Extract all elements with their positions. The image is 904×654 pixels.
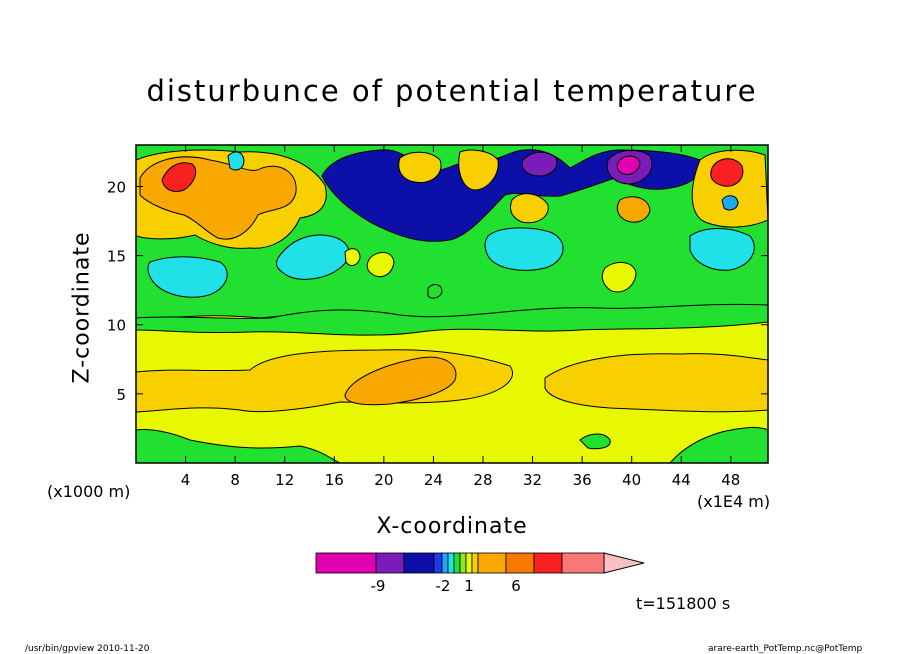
colorbar-swatch	[375, 552, 405, 574]
colorbar-label: -9	[371, 577, 386, 595]
x-unit-left: (x1000 m)	[47, 482, 131, 501]
footer-right: arare-earth_PotTemp.nc@PotTemp	[708, 644, 863, 654]
colorbar-swatch	[477, 552, 507, 574]
x-tick-label: 48	[721, 471, 740, 489]
x-tick-label: 36	[573, 471, 592, 489]
colorbar-swatch	[453, 552, 461, 574]
x-axis-title: X-coordinate	[376, 514, 528, 539]
colorbar-label: 1	[464, 577, 474, 595]
footer-left: /usr/bin/gpview 2010-11-20	[25, 644, 150, 654]
region-cyan-patches	[147, 256, 228, 298]
colorbar-swatch	[465, 552, 473, 574]
x-tick-label: 32	[523, 471, 542, 489]
region-hot-spot-left	[161, 162, 197, 193]
y-tick-label: 15	[107, 248, 126, 266]
x-tick-label: 28	[473, 471, 492, 489]
x-tick-label: 4	[181, 471, 191, 489]
x-tick-label: 44	[672, 471, 691, 489]
x-tick-label: 12	[275, 471, 294, 489]
colorbar-label: -2	[436, 577, 451, 595]
x-tick-label: 16	[325, 471, 344, 489]
colorbar-swatch	[471, 552, 479, 574]
colorbar-swatch	[403, 552, 435, 574]
region-core-warm	[344, 356, 457, 406]
colorbar-swatch	[533, 552, 563, 574]
chart-title: disturbunce of potential temperature	[146, 74, 758, 108]
y-tick-label: 10	[107, 317, 126, 335]
region-mid-warm-right	[544, 353, 768, 413]
plot-frame	[135, 144, 769, 464]
colorbar-swatch	[459, 552, 467, 574]
colorbar-arrow	[603, 552, 645, 574]
y-tick-label: 5	[116, 386, 126, 404]
region-mid-green	[136, 303, 768, 336]
colorbar-swatch	[441, 552, 449, 574]
time-label: t=151800 s	[636, 594, 731, 613]
y-tick-label: 20	[107, 178, 126, 196]
x-tick-label: 40	[622, 471, 641, 489]
region-cold-core	[521, 151, 558, 177]
region-hot-spot-right	[710, 158, 744, 187]
y-axis-title: Z-coordinate	[69, 231, 95, 384]
colorbar-swatch	[433, 552, 443, 574]
colorbar: -9 -2 1 6	[315, 552, 645, 595]
x-unit-right: (x1E4 m)	[697, 492, 771, 511]
colorbar-swatch	[447, 552, 455, 574]
colorbar-swatch	[561, 552, 605, 574]
colorbar-swatch	[505, 552, 535, 574]
colorbar-swatch	[315, 552, 377, 574]
colorbar-label: 6	[511, 577, 521, 595]
x-tick-label: 8	[230, 471, 240, 489]
region-bottom-green	[136, 429, 341, 463]
x-tick-label: 20	[374, 471, 393, 489]
x-tick-label: 24	[424, 471, 443, 489]
